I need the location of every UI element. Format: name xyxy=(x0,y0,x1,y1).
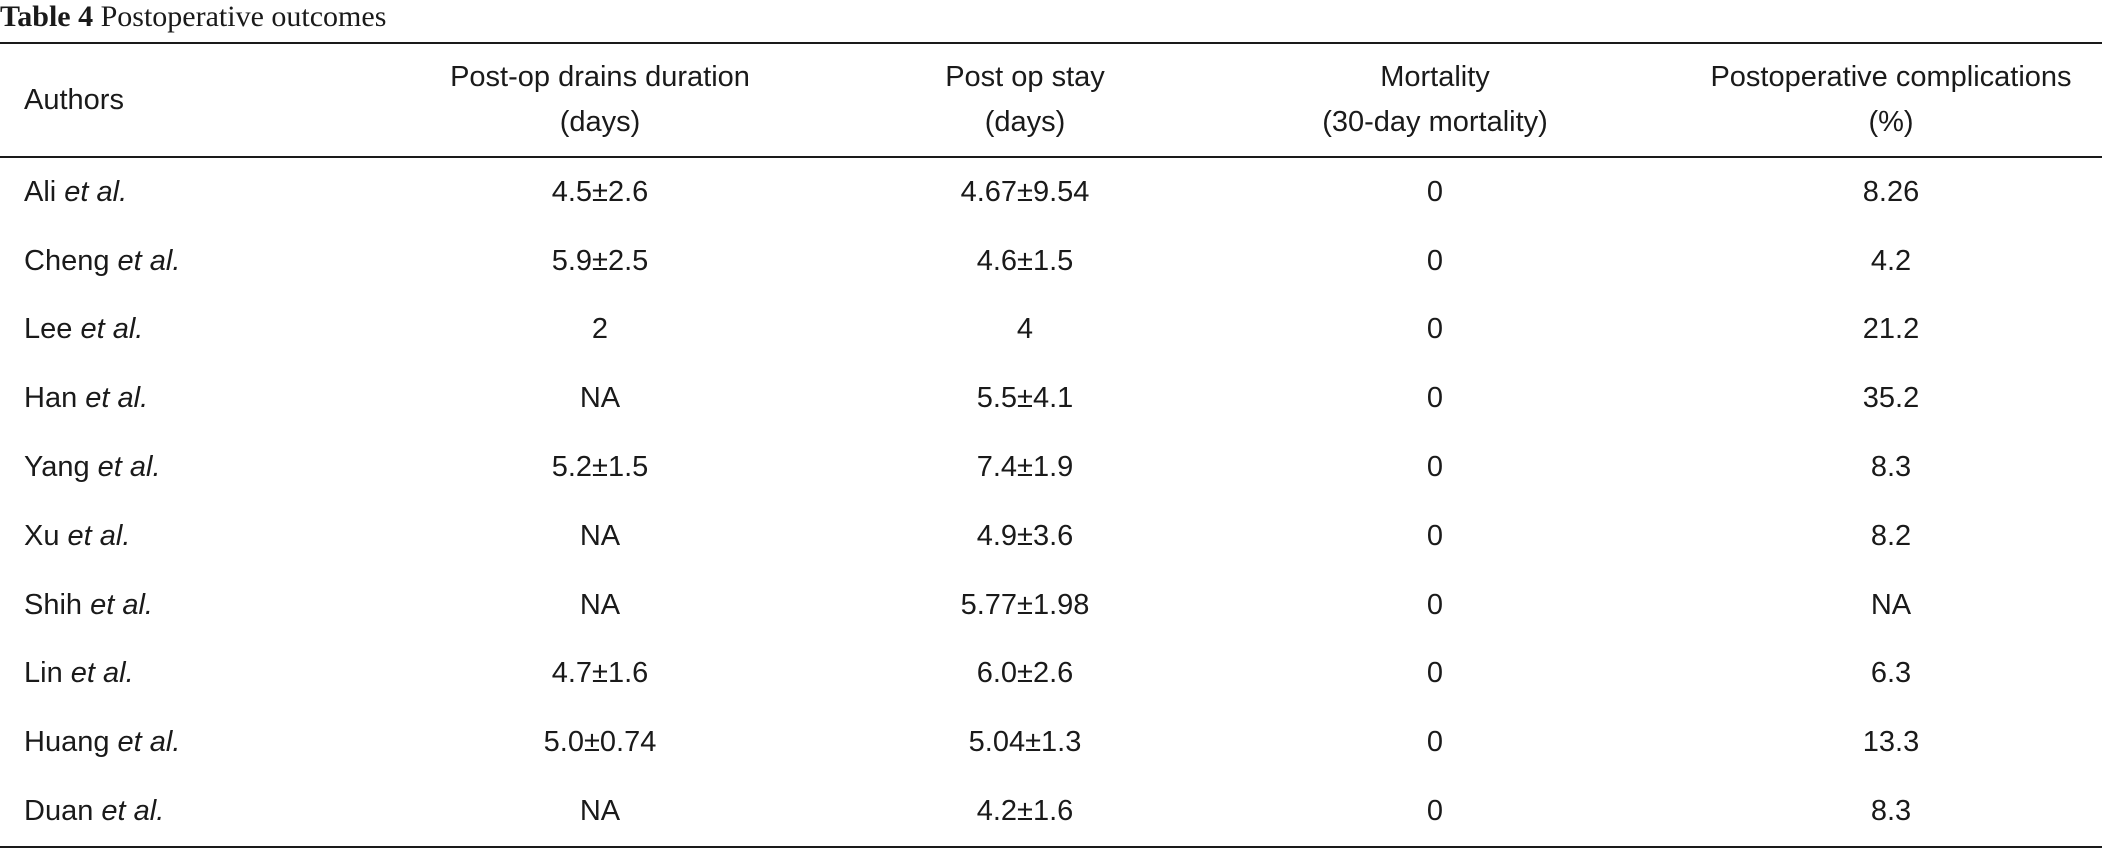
mortality-cell: 0 xyxy=(1426,175,1444,208)
author-cell: Duan et al. xyxy=(0,777,340,847)
author-suffix: et al. xyxy=(85,382,149,415)
author-cell: Ali et al. xyxy=(0,157,340,227)
complications-cell: 35.2 xyxy=(1862,382,1920,415)
author-name: Huang xyxy=(24,726,110,759)
author-name: Lin xyxy=(24,657,63,690)
table-body: Ali et al. 4.5±2.6 4.67±9.54 0 8.26 Cheng et … xyxy=(0,157,2102,847)
author-name: Duan xyxy=(24,795,94,828)
author-cell: Xu et al. xyxy=(0,502,340,571)
table-caption: Table 4 Postoperative outcomes xyxy=(0,0,386,38)
post-op-stay-cell: 4 xyxy=(1016,313,1034,346)
mortality-cell: 0 xyxy=(1426,726,1444,759)
mortality-cell: 0 xyxy=(1426,795,1444,828)
table-row: Shih et al. NA 5.77±1.98 0 NA xyxy=(0,571,2102,640)
author-suffix: et al. xyxy=(97,451,161,484)
drains-duration-cell: NA xyxy=(579,588,621,621)
mortality-cell: 0 xyxy=(1426,588,1444,621)
mortality-cell: 0 xyxy=(1426,244,1444,277)
column-header-post-op-stay: Post op stay (days) xyxy=(860,43,1190,158)
mortality-cell: 0 xyxy=(1426,382,1444,415)
complications-cell: 13.3 xyxy=(1862,726,1920,759)
author-cell: Lin et al. xyxy=(0,640,340,709)
table-header: Authors Post-op drains duration (days) P… xyxy=(0,43,2102,158)
table-row: Xu et al. NA 4.9±3.6 0 8.2 xyxy=(0,502,2102,571)
post-op-stay-cell: 4.9±3.6 xyxy=(976,519,1074,552)
post-op-stay-cell: 6.0±2.6 xyxy=(976,657,1074,690)
column-header-drains-duration: Post-op drains duration (days) xyxy=(340,43,860,158)
post-op-stay-cell: 4.6±1.5 xyxy=(976,244,1074,277)
complications-cell: 8.3 xyxy=(1870,795,1912,828)
table-row: Yang et al. 5.2±1.5 7.4±1.9 0 8.3 xyxy=(0,433,2102,502)
post-op-stay-cell: 5.04±1.3 xyxy=(968,726,1082,759)
drains-duration-cell: 4.7±1.6 xyxy=(551,657,649,690)
author-suffix: et al. xyxy=(64,175,128,208)
author-cell: Shih et al. xyxy=(0,571,340,640)
author-suffix: et al. xyxy=(117,244,181,277)
author-name: Cheng xyxy=(24,244,110,277)
author-name: Han xyxy=(24,382,78,415)
drains-duration-cell: 5.9±2.5 xyxy=(551,244,649,277)
mortality-cell: 0 xyxy=(1426,657,1444,690)
postoperative-outcomes-table: Authors Post-op drains duration (days) P… xyxy=(0,42,2102,848)
complications-cell: 8.26 xyxy=(1862,175,1920,208)
author-suffix: et al. xyxy=(67,519,131,552)
author-cell: Cheng et al. xyxy=(0,227,340,296)
column-header-authors: Authors xyxy=(0,43,340,158)
drains-duration-cell: 4.5±2.6 xyxy=(551,175,649,208)
author-name: Lee xyxy=(24,313,73,346)
complications-cell: 21.2 xyxy=(1862,313,1920,346)
author-suffix: et al. xyxy=(70,657,134,690)
drains-duration-cell: NA xyxy=(579,795,621,828)
drains-duration-cell: 2 xyxy=(591,313,609,346)
table-row: Cheng et al. 5.9±2.5 4.6±1.5 0 4.2 xyxy=(0,227,2102,296)
drains-duration-cell: NA xyxy=(579,519,621,552)
author-suffix: et al. xyxy=(117,726,181,759)
table-row: Lee et al. 2 4 0 21.2 xyxy=(0,296,2102,365)
table-row: Huang et al. 5.0±0.74 5.04±1.3 0 13.3 xyxy=(0,708,2102,777)
complications-cell: NA xyxy=(1870,588,1912,621)
table-caption-label: Table 4 xyxy=(0,0,94,33)
mortality-cell: 0 xyxy=(1426,313,1444,346)
author-cell: Huang et al. xyxy=(0,708,340,777)
drains-duration-cell: NA xyxy=(579,382,621,415)
author-name: Yang xyxy=(24,451,90,484)
complications-cell: 4.2 xyxy=(1870,244,1912,277)
post-op-stay-cell: 5.77±1.98 xyxy=(960,588,1090,621)
table-row: Duan et al. NA 4.2±1.6 0 8.3 xyxy=(0,777,2102,847)
author-suffix: et al. xyxy=(101,795,165,828)
post-op-stay-cell: 4.2±1.6 xyxy=(976,795,1074,828)
complications-cell: 8.2 xyxy=(1870,519,1912,552)
author-name: Shih xyxy=(24,588,83,621)
drains-duration-cell: 5.2±1.5 xyxy=(551,451,649,484)
drains-duration-cell: 5.0±0.74 xyxy=(543,726,657,759)
post-op-stay-cell: 5.5±4.1 xyxy=(976,382,1074,415)
author-cell: Han et al. xyxy=(0,364,340,433)
table-caption-title: Postoperative outcomes xyxy=(100,0,387,33)
author-cell: Yang et al. xyxy=(0,433,340,502)
complications-cell: 8.3 xyxy=(1870,451,1912,484)
author-suffix: et al. xyxy=(80,313,144,346)
mortality-cell: 0 xyxy=(1426,519,1444,552)
author-name: Xu xyxy=(24,519,60,552)
column-header-complications: Postoperative complications (%) xyxy=(1680,43,2102,158)
table-row: Han et al. NA 5.5±4.1 0 35.2 xyxy=(0,364,2102,433)
post-op-stay-cell: 7.4±1.9 xyxy=(976,451,1074,484)
column-header-mortality: Mortality (30-day mortality) xyxy=(1190,43,1680,158)
table-row: Ali et al. 4.5±2.6 4.67±9.54 0 8.26 xyxy=(0,157,2102,227)
table-row: Lin et al. 4.7±1.6 6.0±2.6 0 6.3 xyxy=(0,640,2102,709)
author-name: Ali xyxy=(24,175,57,208)
author-suffix: et al. xyxy=(90,588,153,621)
mortality-cell: 0 xyxy=(1426,451,1444,484)
header-row: Authors Post-op drains duration (days) P… xyxy=(0,43,2102,158)
complications-cell: 6.3 xyxy=(1870,657,1912,690)
author-cell: Lee et al. xyxy=(0,296,340,365)
post-op-stay-cell: 4.67±9.54 xyxy=(960,175,1090,208)
